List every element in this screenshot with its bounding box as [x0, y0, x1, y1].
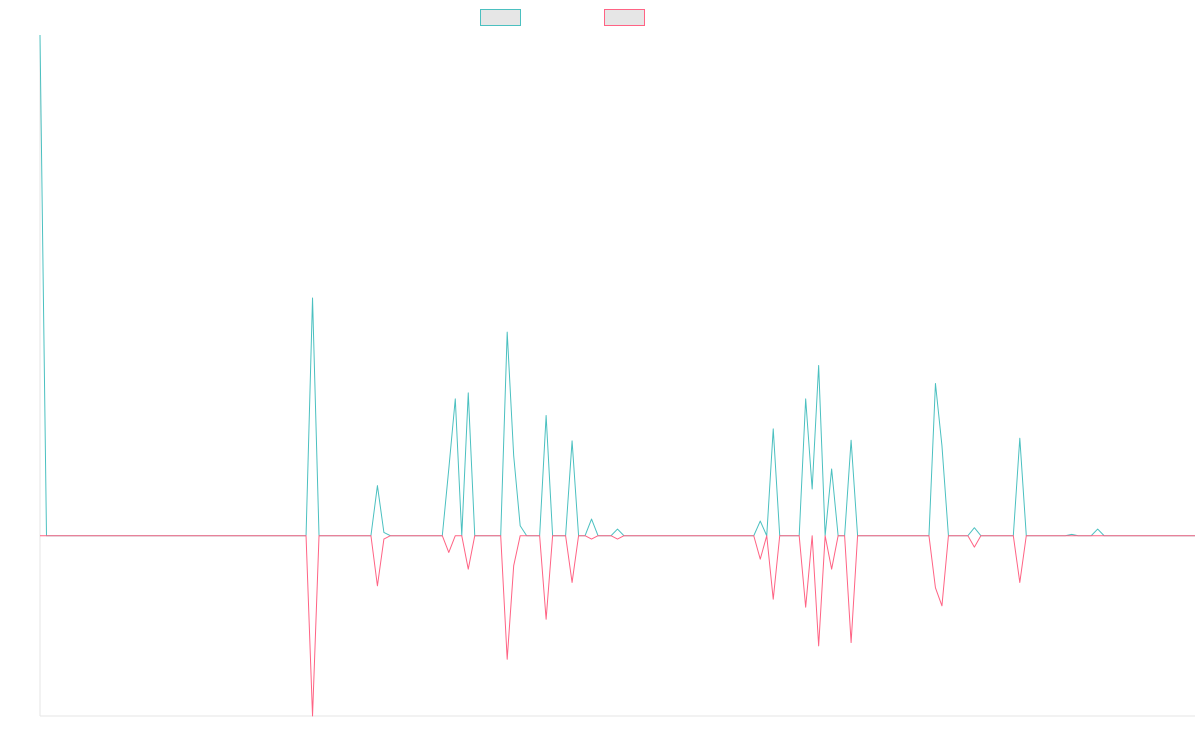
- axes: [39, 35, 1195, 717]
- series-line-1: [39, 34, 1195, 537]
- legend: [480, 9, 645, 26]
- series-group: [39, 34, 1195, 717]
- legend-swatch-2[interactable]: [604, 9, 645, 26]
- legend-swatch-1[interactable]: [480, 9, 521, 26]
- series-line-2: [40, 535, 1195, 717]
